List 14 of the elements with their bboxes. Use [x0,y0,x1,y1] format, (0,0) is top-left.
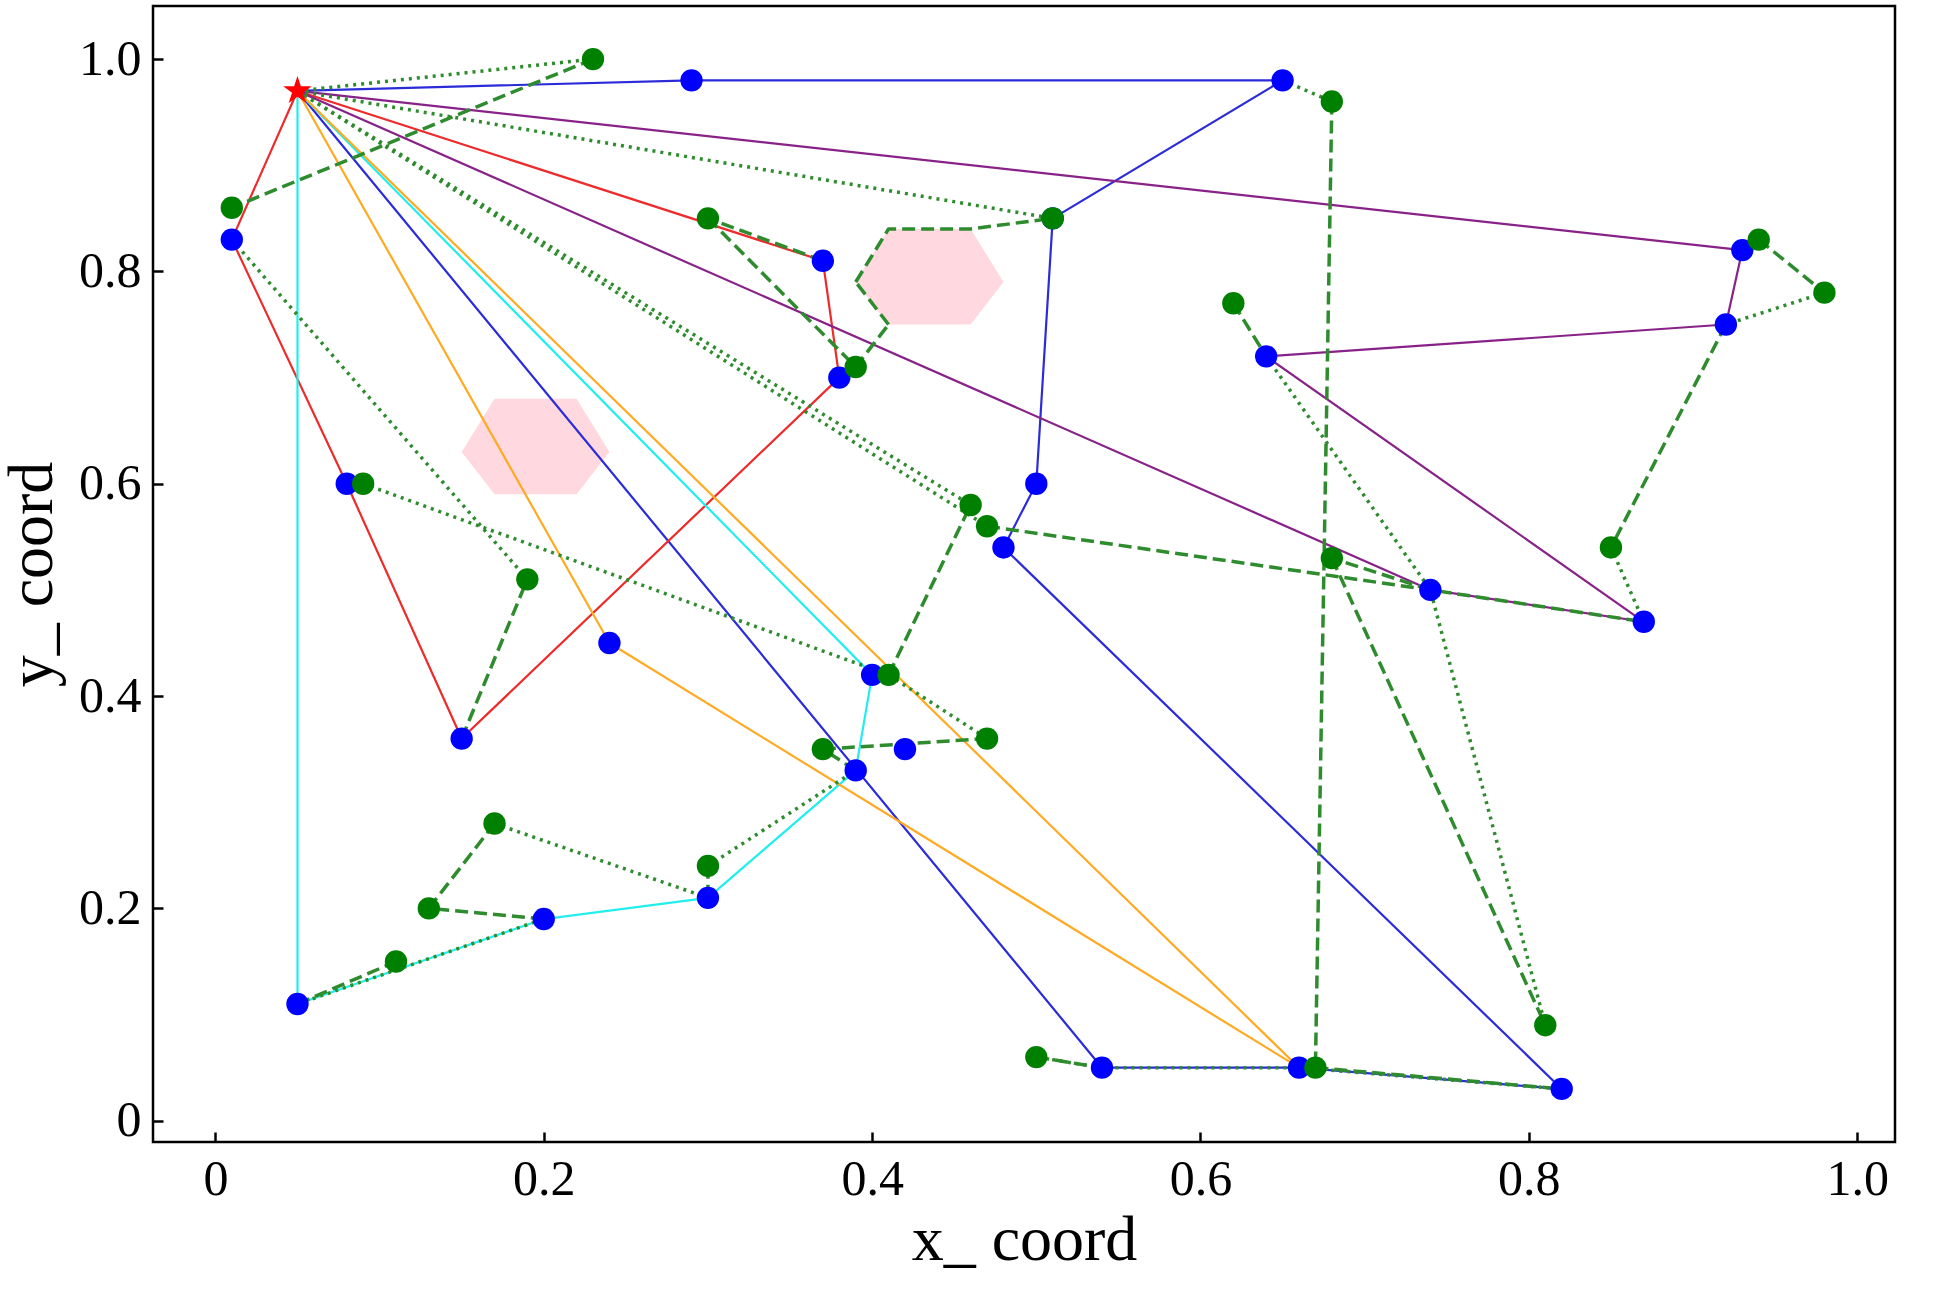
x-tick-label: 0.2 [513,1149,576,1206]
x-tick-label: 1.0 [1826,1149,1889,1206]
y-axis-title: y_ coord [0,461,66,688]
x-axis-title: x_ coord [911,1202,1138,1274]
x-tick-label: 0.8 [1498,1149,1561,1206]
y-tick-label: 0.8 [79,241,142,298]
y-tick-label: 0.6 [79,454,142,511]
y-tick-label: 0.2 [79,878,142,935]
y-tick-label: 1.0 [79,29,142,86]
x-tick-label: 0.4 [841,1149,904,1206]
y-tick-label: 0.4 [79,666,142,723]
x-tick-label: 0.6 [1169,1149,1233,1206]
y-tick-label: 0 [116,1091,142,1148]
x-tick-label: 0 [203,1149,229,1206]
